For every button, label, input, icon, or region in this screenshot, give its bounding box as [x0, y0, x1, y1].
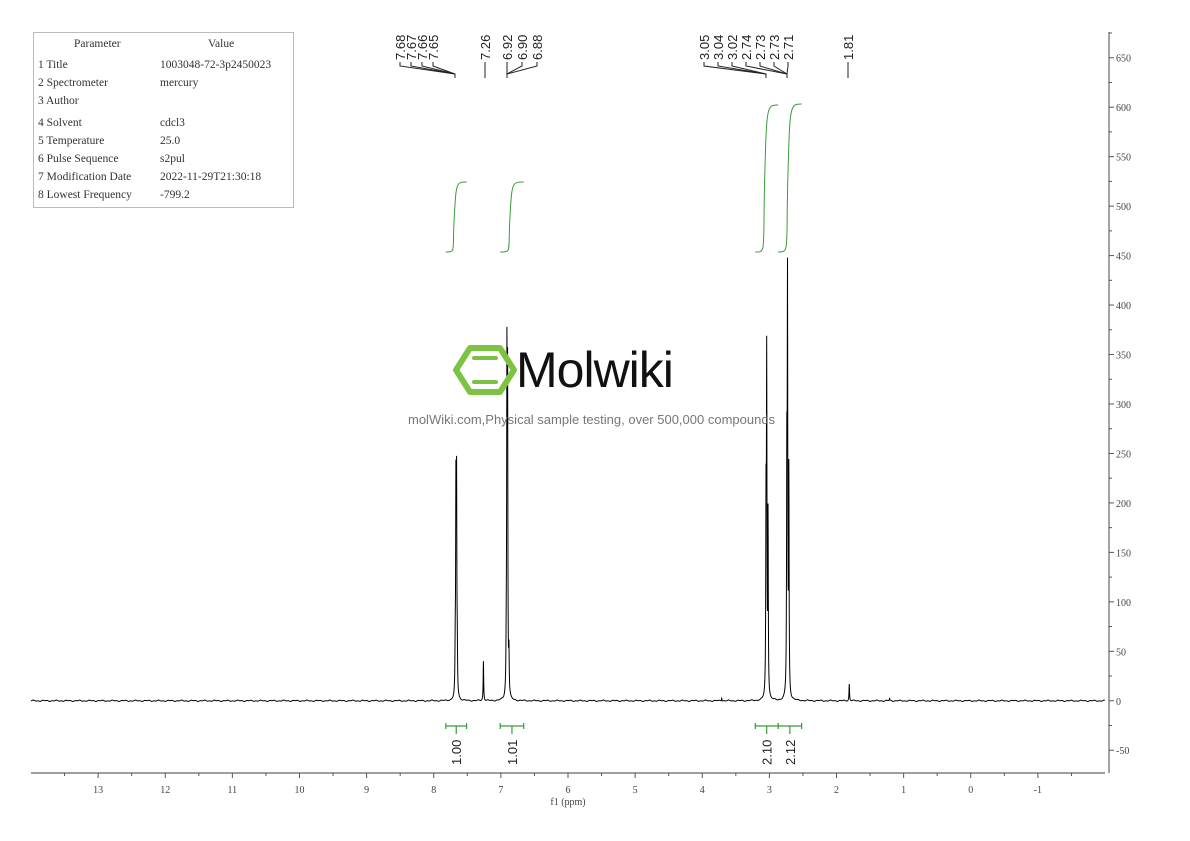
parameter-value: 25.0	[160, 135, 181, 147]
x-tick-label: 13	[93, 785, 103, 796]
peak-label: 2.71	[781, 35, 796, 60]
peak-label: 7.65	[426, 35, 441, 60]
y-tick-label: 350	[1116, 351, 1131, 362]
molwiki-logo-icon	[453, 345, 517, 395]
integral-bracket	[499, 723, 525, 734]
header-value: Value	[208, 38, 235, 50]
integral-value: 2.10	[760, 740, 775, 765]
y-tick-label: 500	[1116, 202, 1131, 213]
parameter-name: 6 Pulse Sequence	[38, 153, 119, 165]
parameter-name: 4 Solvent	[38, 117, 82, 129]
peak-label: 2.73	[753, 35, 768, 60]
parameter-name: 1 Title	[38, 59, 68, 71]
peak-label: 7.67	[404, 35, 419, 60]
peak-label: 7.26	[478, 35, 493, 60]
peak-label-leader	[399, 62, 456, 78]
peak-label-leader	[703, 62, 767, 78]
integral-value: 1.00	[449, 740, 464, 765]
y-tick-label: 450	[1116, 252, 1131, 263]
integral-curve	[778, 103, 802, 253]
peak-label-leader	[432, 62, 456, 78]
parameter-value: 1003048-72-3p2450023	[160, 59, 272, 71]
parameter-name: 8 Lowest Frequency	[38, 189, 132, 201]
y-tick-label: 0	[1116, 697, 1121, 708]
integral-bracket	[777, 723, 803, 734]
integral-bracket	[754, 723, 779, 734]
x-tick-label: 11	[228, 785, 238, 796]
peak-label-leader	[506, 62, 523, 78]
peak-label-leader	[717, 62, 767, 78]
watermark-caption: molWiki.com,Physical sample testing, ove…	[408, 412, 776, 427]
parameter-value: 2022-11-29T21:30:18	[160, 171, 262, 183]
peak-label: 3.05	[697, 35, 712, 60]
x-tick-label: 8	[431, 785, 436, 796]
y-tick-label: 400	[1116, 301, 1131, 312]
parameter-name: 3 Author	[38, 95, 79, 107]
peak-label: 6.88	[530, 35, 545, 60]
watermark-logo-text: Molwiki	[516, 342, 674, 398]
x-tick-label: 12	[160, 785, 170, 796]
parameter-name: 2 Spectrometer	[38, 77, 108, 89]
y-tick-label: 650	[1116, 54, 1131, 65]
integral-curve	[755, 104, 779, 253]
parameter-value: s2pul	[160, 153, 185, 165]
integral-curve	[445, 181, 467, 253]
x-tick-label: 7	[498, 785, 503, 796]
x-tick-label: 10	[295, 785, 305, 796]
peak-label: 7.68	[393, 35, 408, 60]
x-tick-label: 4	[700, 785, 705, 796]
y-tick-label: 100	[1116, 598, 1131, 609]
integral-value: 1.01	[505, 740, 520, 765]
x-tick-label: 3	[767, 785, 772, 796]
spectrum-line	[30, 257, 1106, 702]
x-tick-label: 5	[633, 785, 638, 796]
y-tick-label: 50	[1116, 647, 1126, 658]
x-tick-label: -1	[1034, 785, 1042, 796]
x-tick-label: 0	[968, 785, 973, 796]
peak-label: 6.90	[515, 35, 530, 60]
peak-label: 1.81	[841, 35, 856, 60]
peak-label: 7.66	[415, 35, 430, 60]
parameter-table: Parameter Value 1 Title 1003048-72-3p2450…	[33, 32, 294, 208]
peak-label: 3.02	[725, 35, 740, 60]
header-parameter: Parameter	[74, 38, 121, 50]
y-tick-label: 300	[1116, 400, 1131, 411]
parameter-name: 5 Temperature	[38, 135, 105, 147]
y-tick-label: 200	[1116, 499, 1131, 510]
x-axis-label: f1 (ppm)	[550, 797, 585, 808]
integral-bracket	[445, 723, 468, 734]
y-tick-label: 550	[1116, 153, 1131, 164]
peak-label-leader	[506, 62, 538, 78]
x-tick-label: 6	[566, 785, 571, 796]
peak-label: 3.04	[711, 35, 726, 60]
y-tick-label: 150	[1116, 548, 1131, 559]
y-tick-label: 600	[1116, 103, 1131, 114]
x-tick-label: 9	[364, 785, 369, 796]
peak-label: 2.74	[739, 35, 754, 60]
integral-curve	[500, 181, 524, 253]
parameter-value: cdcl3	[160, 117, 185, 129]
x-tick-label: 2	[834, 785, 839, 796]
integral-value: 2.12	[783, 740, 798, 765]
y-tick-label: 250	[1116, 449, 1131, 460]
molwiki-logo-icon-inner	[472, 356, 498, 384]
peak-label-leader	[773, 62, 788, 78]
peak-label-leader	[731, 62, 767, 78]
parameter-name: 7 Modification Date	[38, 171, 132, 183]
peak-label-leader	[786, 62, 789, 78]
parameter-value: mercury	[160, 77, 199, 89]
parameter-value: -799.2	[160, 189, 190, 201]
y-tick-label: -50	[1116, 746, 1129, 757]
peak-label: 2.73	[767, 35, 782, 60]
x-tick-label: 1	[901, 785, 906, 796]
peak-label: 6.92	[500, 35, 515, 60]
